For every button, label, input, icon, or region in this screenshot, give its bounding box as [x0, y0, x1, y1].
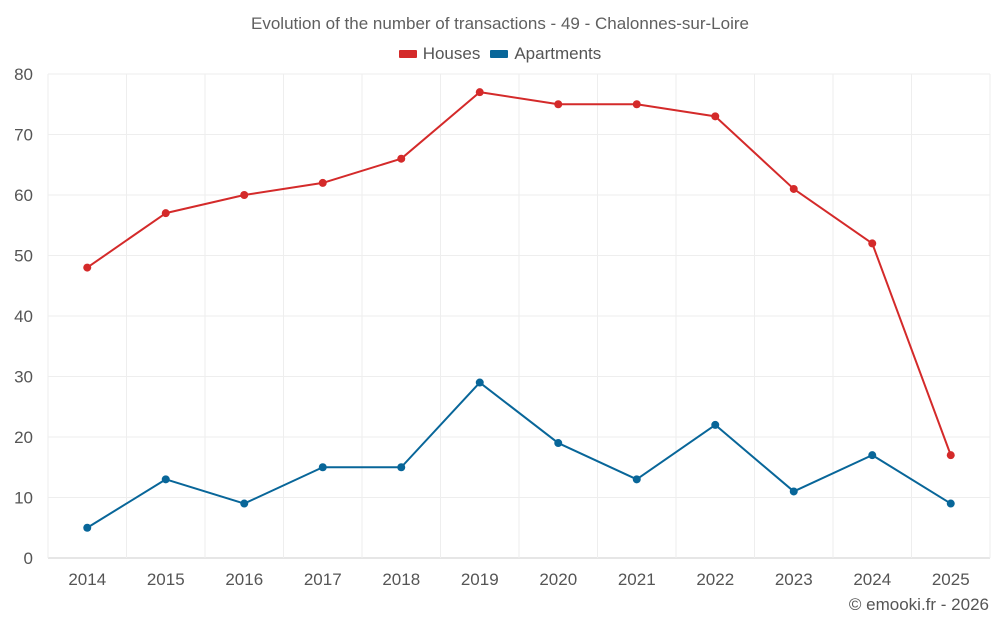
x-tick-label: 2024 — [853, 570, 891, 589]
y-tick-label: 40 — [14, 307, 33, 326]
legend-label-houses: Houses — [422, 44, 481, 63]
data-point-houses[interactable] — [161, 209, 170, 218]
legend-swatch-houses — [398, 50, 417, 58]
data-point-houses[interactable] — [632, 100, 641, 109]
data-point-apartments[interactable] — [789, 487, 798, 496]
legend-item-houses[interactable]: Houses — [398, 44, 481, 64]
legend-item-apartments[interactable]: Apartments — [490, 44, 601, 64]
x-tick-label: 2021 — [618, 570, 656, 589]
x-tick-label: 2025 — [932, 570, 970, 589]
series-line-houses — [86, 91, 952, 456]
chart-legend: Houses Apartments — [0, 44, 1000, 64]
x-tick-label: 2018 — [382, 570, 420, 589]
data-point-houses[interactable] — [240, 191, 249, 199]
series-line-apartments — [86, 381, 952, 529]
data-point-apartments[interactable] — [475, 378, 484, 387]
data-point-houses[interactable] — [711, 112, 720, 121]
legend-label-apartments: Apartments — [514, 44, 602, 63]
data-point-houses[interactable] — [475, 88, 484, 97]
x-tick-label: 2016 — [225, 570, 263, 589]
legend-swatch-apartments — [490, 50, 509, 58]
data-point-houses[interactable] — [868, 239, 877, 248]
data-point-apartments[interactable] — [318, 463, 327, 472]
x-tick-label: 2023 — [775, 570, 813, 589]
data-point-apartments[interactable] — [632, 475, 641, 484]
footer-credit: © emooki.fr - 2026 — [848, 595, 989, 614]
data-point-apartments[interactable] — [161, 475, 170, 484]
x-tick-label: 2015 — [147, 570, 185, 589]
x-tick-label: 2014 — [68, 570, 106, 589]
data-point-apartments[interactable] — [868, 451, 877, 460]
y-tick-label: 20 — [14, 428, 33, 447]
y-tick-label: 10 — [14, 489, 33, 508]
data-point-apartments[interactable] — [397, 463, 406, 472]
y-tick-label: 70 — [14, 126, 33, 145]
series-layer — [83, 88, 955, 532]
data-point-houses[interactable] — [789, 184, 798, 193]
data-point-houses[interactable] — [554, 100, 563, 109]
x-tick-label: 2019 — [461, 570, 499, 589]
data-point-apartments[interactable] — [946, 499, 955, 508]
data-point-houses[interactable] — [83, 263, 92, 272]
axis-layer: 0 10 20 30 40 50 60 70 80 2014 2015 2016 2017 2018 201… — [14, 65, 970, 589]
grid-layer — [47, 73, 991, 559]
y-tick-label: 30 — [14, 368, 33, 387]
data-point-houses[interactable] — [318, 178, 327, 187]
data-point-apartments[interactable] — [240, 499, 249, 508]
data-point-apartments[interactable] — [711, 420, 720, 429]
x-tick-label: 2017 — [304, 570, 342, 589]
y-tick-label: 0 — [24, 549, 33, 568]
data-point-apartments[interactable] — [554, 439, 563, 448]
x-tick-label: 2020 — [539, 570, 577, 589]
x-tick-label: 2022 — [696, 570, 734, 589]
y-tick-label: 50 — [14, 247, 33, 266]
data-point-houses[interactable] — [397, 154, 406, 163]
y-tick-label: 60 — [14, 186, 33, 205]
data-point-apartments[interactable] — [83, 523, 92, 532]
chart-title: Evolution of the number of transactions … — [251, 14, 749, 33]
data-point-houses[interactable] — [946, 451, 955, 460]
y-tick-label: 80 — [14, 65, 33, 84]
